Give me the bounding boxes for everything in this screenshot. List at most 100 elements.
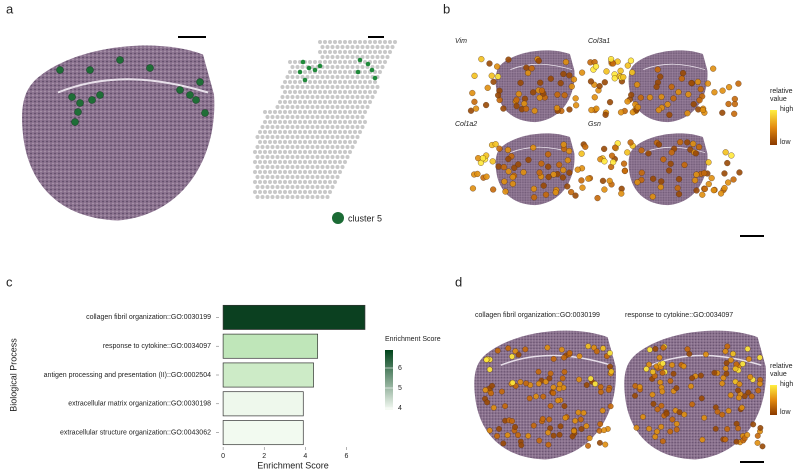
expression-spot (557, 80, 564, 87)
spot (305, 75, 310, 79)
expression-spot (607, 56, 615, 63)
spot (273, 170, 277, 174)
spot (313, 140, 317, 144)
spot (340, 115, 345, 119)
spot (320, 45, 325, 49)
spot (355, 125, 360, 129)
spot (290, 165, 295, 169)
spot (293, 70, 297, 74)
expression-spot (730, 176, 737, 183)
spot (330, 175, 335, 179)
panel-title: collagen fibril organization::GO:0030199 (475, 312, 600, 319)
expression-spot (486, 366, 493, 373)
spot (313, 190, 317, 194)
spot (370, 45, 375, 49)
spot (263, 140, 267, 144)
spot (350, 95, 355, 99)
spot (330, 145, 335, 149)
expression-spot (528, 65, 535, 72)
expression-spot (660, 156, 667, 163)
spot (300, 195, 305, 199)
spot (303, 100, 307, 104)
expression-spot (701, 185, 709, 193)
spot (330, 85, 335, 89)
expression-spot (524, 69, 532, 77)
expression-spot (547, 75, 554, 82)
expression-spot (500, 105, 507, 112)
spot (318, 190, 322, 194)
expression-spot (509, 379, 516, 386)
spot (313, 80, 317, 84)
spot (338, 80, 342, 84)
expression-spot (675, 191, 683, 198)
cluster-spot (186, 91, 194, 99)
expression-spot (705, 159, 712, 166)
spot (258, 170, 262, 174)
spot (280, 95, 285, 99)
expression-spot (542, 378, 549, 385)
spot (345, 155, 350, 159)
spot (325, 165, 330, 169)
cluster-spot (88, 96, 96, 104)
cluster-spot (196, 78, 204, 86)
expression-spot (638, 169, 645, 176)
spot (368, 100, 372, 104)
expression-spot (698, 395, 705, 402)
spot (363, 120, 367, 124)
spot (315, 135, 320, 139)
spot (288, 110, 292, 114)
panel-d: collagen fibril organization::GO:0030199… (473, 312, 767, 461)
spot (333, 70, 337, 74)
bar (222, 362, 314, 388)
spot (270, 175, 275, 179)
expression-spot (517, 79, 524, 86)
expression-spot (525, 432, 532, 439)
spot (338, 130, 342, 134)
spot (278, 190, 282, 194)
spot (358, 100, 362, 104)
spot (333, 40, 337, 44)
spot (343, 150, 347, 154)
spot (285, 105, 290, 109)
expression-spot (494, 73, 502, 80)
spot (325, 175, 330, 179)
spot (313, 90, 317, 94)
spot (290, 175, 295, 179)
spot (308, 120, 312, 124)
expression-spot (693, 171, 700, 178)
expression-spot (735, 394, 742, 401)
spot (340, 125, 345, 129)
spot (323, 110, 327, 114)
spot (385, 55, 390, 59)
spot (313, 110, 317, 114)
expression-spot (654, 406, 661, 413)
expression-spot (720, 374, 727, 381)
expression-spot (744, 431, 751, 438)
spot (340, 55, 345, 59)
cluster-spot (312, 67, 318, 73)
spot (370, 95, 375, 99)
expression-spot (601, 186, 608, 193)
expression-spot (646, 346, 653, 353)
spot (270, 145, 275, 149)
spot (353, 120, 357, 124)
spot (305, 95, 310, 99)
spot (335, 95, 340, 99)
expression-spot (738, 404, 745, 411)
spot (383, 40, 387, 44)
spot (283, 150, 287, 154)
spot (295, 95, 300, 99)
spot (365, 55, 370, 59)
expression-spot (681, 161, 688, 168)
expression-spot (553, 104, 561, 112)
expression-spot (489, 382, 496, 389)
spot (363, 110, 367, 114)
spot (328, 60, 332, 64)
spot (375, 45, 380, 49)
expression-spot (505, 168, 512, 175)
spot (355, 65, 360, 69)
expression-spot (490, 404, 497, 411)
expression-spot (754, 439, 761, 446)
spot (325, 145, 330, 149)
